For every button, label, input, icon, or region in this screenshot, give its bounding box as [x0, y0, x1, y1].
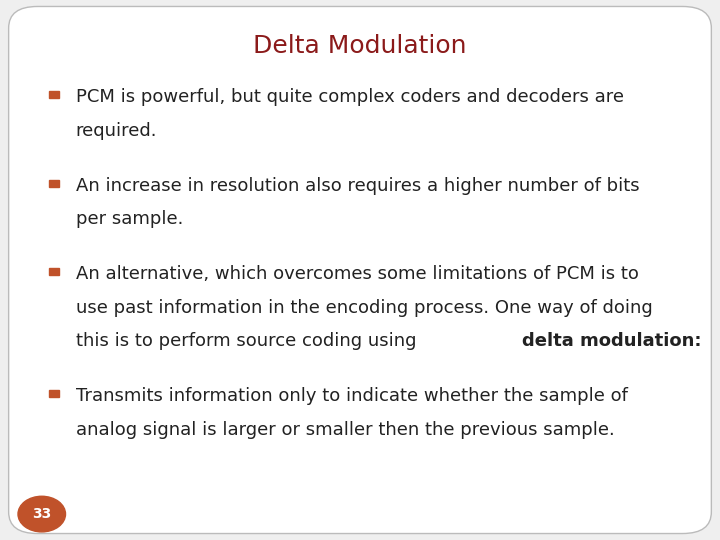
Text: 33: 33: [32, 507, 51, 521]
Bar: [49, 179, 58, 186]
Bar: [49, 91, 58, 98]
Text: per sample.: per sample.: [76, 210, 183, 228]
Text: use past information in the encoding process. One way of doing: use past information in the encoding pro…: [76, 299, 652, 317]
FancyBboxPatch shape: [9, 6, 711, 534]
Circle shape: [18, 496, 66, 532]
Text: required.: required.: [76, 122, 157, 140]
Text: PCM is powerful, but quite complex coders and decoders are: PCM is powerful, but quite complex coder…: [76, 88, 624, 106]
Text: An increase in resolution also requires a higher number of bits: An increase in resolution also requires …: [76, 177, 639, 195]
Text: this is to perform source coding using: this is to perform source coding using: [76, 332, 422, 350]
Text: Transmits information only to indicate whether the sample of: Transmits information only to indicate w…: [76, 387, 627, 406]
Text: analog signal is larger or smaller then the previous sample.: analog signal is larger or smaller then …: [76, 421, 614, 439]
Text: delta modulation:: delta modulation:: [523, 332, 702, 350]
Bar: [49, 390, 58, 397]
Text: An alternative, which overcomes some limitations of PCM is to: An alternative, which overcomes some lim…: [76, 265, 639, 284]
Bar: [49, 268, 58, 275]
Text: Delta Modulation: Delta Modulation: [253, 34, 467, 58]
